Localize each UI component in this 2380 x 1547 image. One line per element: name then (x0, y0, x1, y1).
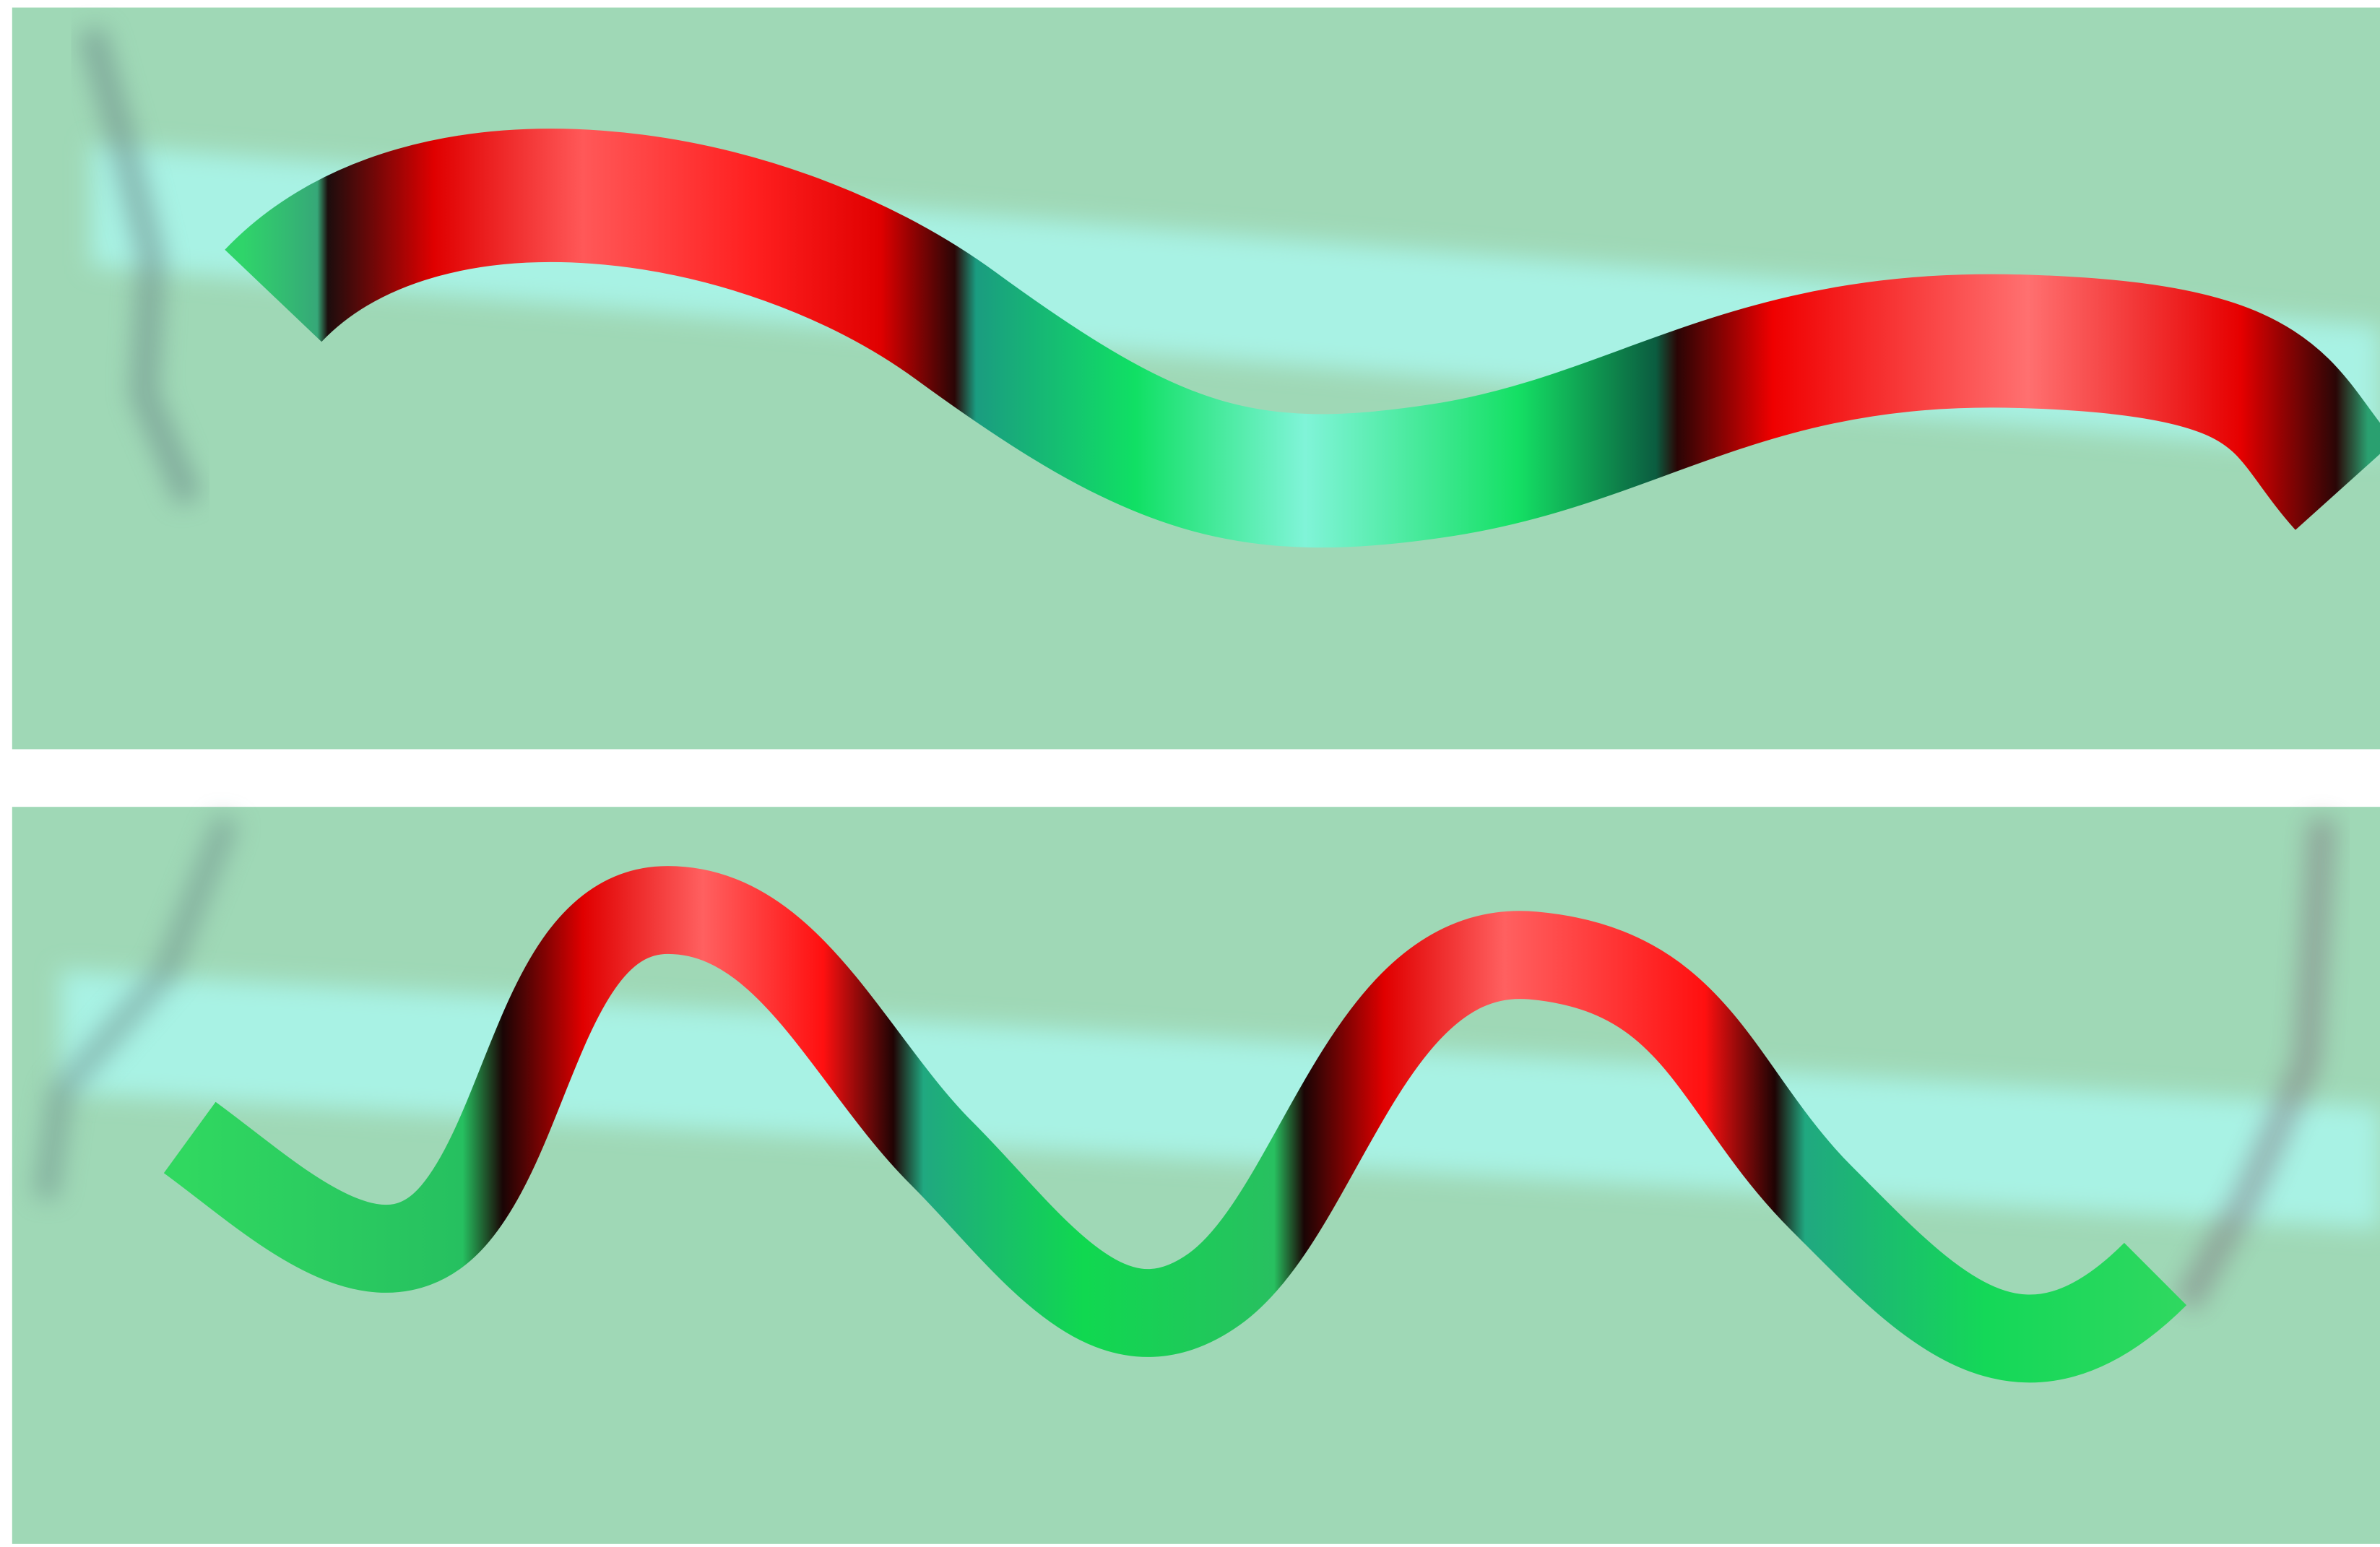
top-panel (12, 7, 2380, 750)
shadow (2173, 818, 2337, 1312)
shadow (33, 814, 239, 1200)
ribbon (225, 129, 2380, 548)
ribbon (163, 866, 2187, 1383)
shadow (77, 26, 203, 506)
bottom-panel (12, 807, 2380, 1544)
